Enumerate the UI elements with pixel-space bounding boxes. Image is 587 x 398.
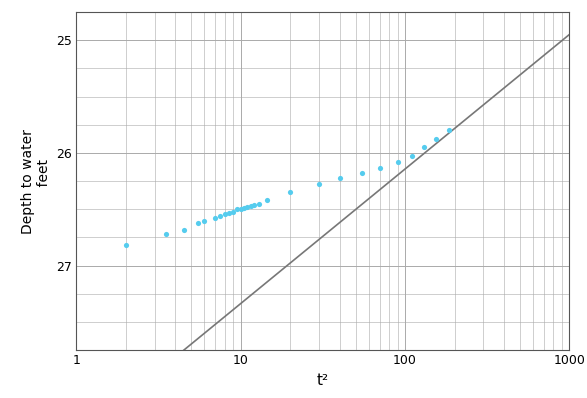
Point	[161, 231, 170, 237]
Point	[249, 201, 258, 208]
Point	[255, 201, 264, 207]
Point	[243, 204, 252, 210]
X-axis label: t²: t²	[317, 373, 329, 388]
Point	[236, 206, 245, 213]
Point	[121, 242, 130, 248]
Point	[211, 215, 220, 221]
Point	[375, 164, 384, 171]
Point	[444, 127, 454, 133]
Point	[228, 208, 238, 215]
Point	[224, 209, 234, 216]
Point	[200, 217, 209, 224]
Point	[393, 159, 402, 165]
Point	[315, 181, 324, 187]
Point	[419, 144, 429, 150]
Point	[357, 170, 367, 176]
Point	[239, 205, 249, 211]
Point	[232, 206, 242, 213]
Point	[262, 197, 272, 203]
Point	[246, 203, 255, 209]
Y-axis label: Depth to water
    feet: Depth to water feet	[21, 129, 50, 234]
Point	[193, 220, 203, 226]
Point	[335, 174, 345, 181]
Point	[407, 153, 417, 160]
Point	[215, 213, 225, 219]
Point	[220, 211, 230, 217]
Point	[179, 226, 188, 233]
Point	[431, 136, 441, 142]
Point	[285, 189, 295, 195]
